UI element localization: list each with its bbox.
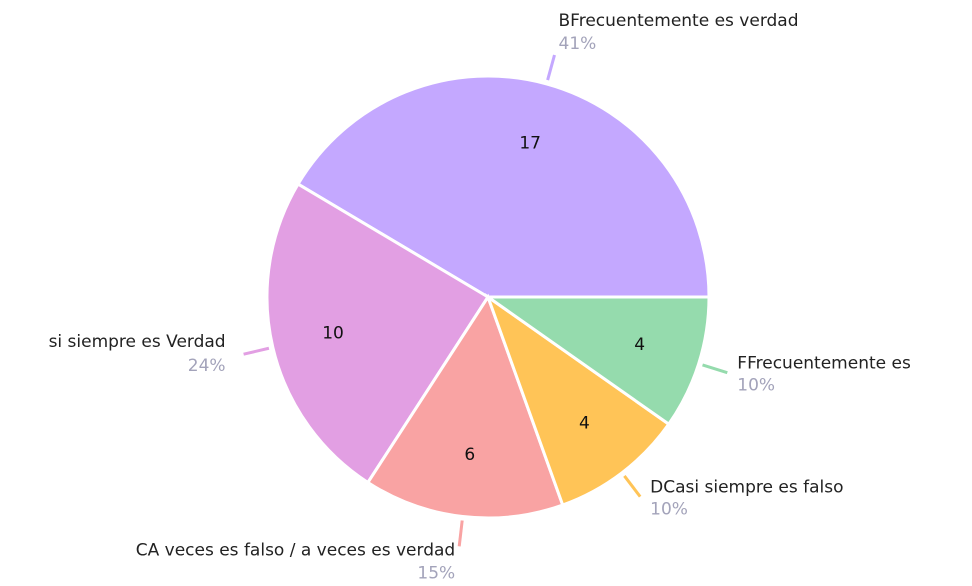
pie-slice — [265, 182, 491, 485]
slice-count: 6 — [464, 445, 475, 465]
slice-label: FFrecuentemente es — [737, 354, 911, 374]
pie-slice — [295, 74, 711, 299]
pie-slice — [484, 293, 671, 507]
slice-count: 4 — [634, 335, 645, 355]
slice-percent: 10% — [650, 500, 688, 520]
slice-label: BFrecuentemente es verdad — [559, 11, 799, 31]
leader-line — [702, 363, 728, 375]
slice-percent: 41% — [559, 34, 597, 54]
leader-line — [546, 54, 556, 81]
slice-percent: 15% — [417, 563, 455, 583]
slice-count: 17 — [519, 134, 541, 154]
slice-count: 10 — [322, 323, 344, 343]
pie-slice — [483, 295, 711, 427]
slice-count: 4 — [579, 414, 590, 434]
slice-label: DCasi siempre es falso — [650, 478, 843, 498]
slice-percent: 24% — [188, 356, 226, 376]
slice-percent: 10% — [737, 376, 775, 396]
slice-label: si siempre es Verdad — [49, 332, 226, 352]
pie-slice — [365, 293, 565, 520]
leader-line — [457, 520, 464, 547]
slice-label: CA veces es falso / a veces es verdad — [136, 540, 455, 560]
leader-line — [623, 475, 642, 498]
leader-line — [243, 346, 270, 356]
